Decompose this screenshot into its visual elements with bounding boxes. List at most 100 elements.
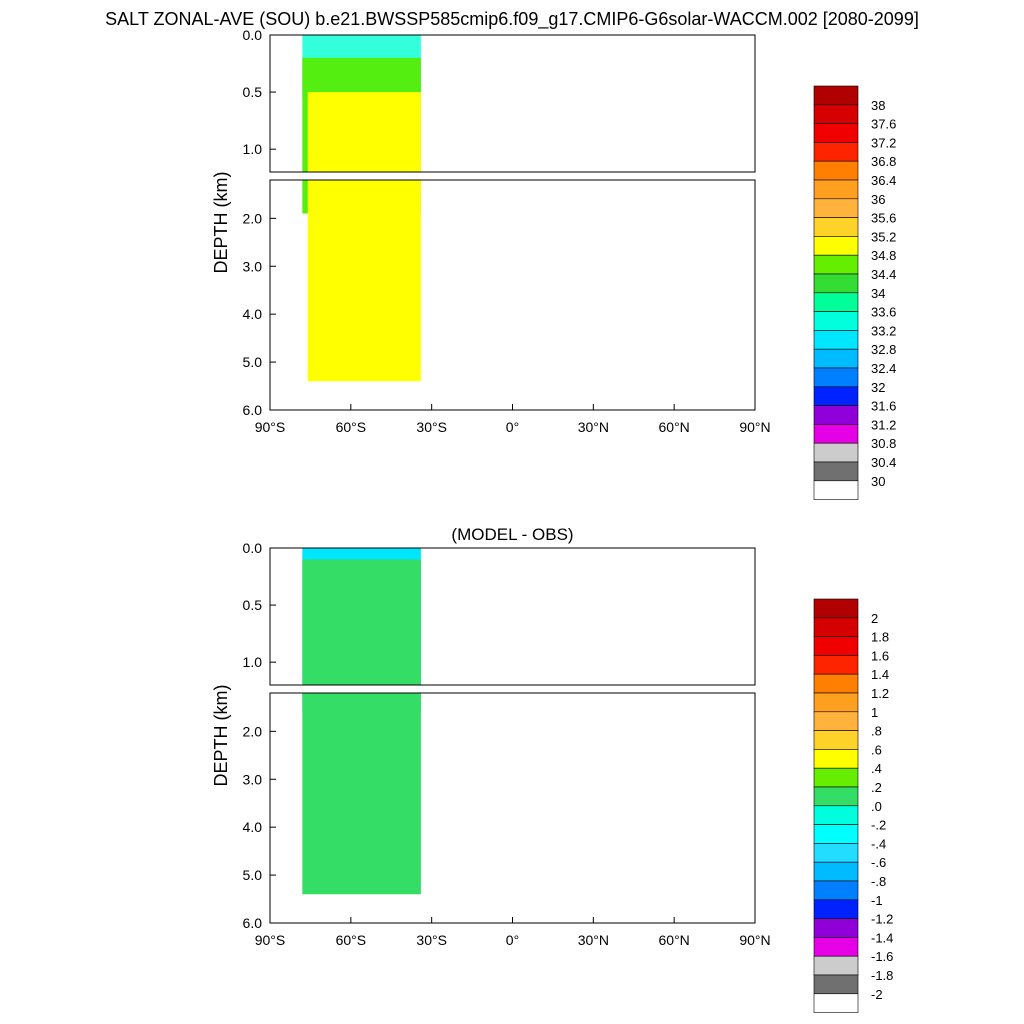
colorbar-swatch — [813, 955, 859, 976]
upper-axes-frame — [269, 547, 756, 686]
colorbar-swatch — [813, 636, 859, 656]
colorbar-swatch — [813, 655, 859, 675]
colorbar-label: -1.6 — [871, 949, 893, 964]
colorbar-label: 30.8 — [871, 436, 896, 451]
x-tick-label: 60°S — [336, 932, 367, 948]
colorbar-swatch — [813, 142, 859, 162]
colorbar-swatch — [813, 273, 859, 294]
x-tick-label: 0° — [506, 419, 519, 435]
colorbar-label: .8 — [871, 724, 882, 739]
y-tick-label: 6.0 — [243, 402, 263, 418]
y-tick-label: 6.0 — [243, 915, 263, 931]
colorbar-swatch — [813, 292, 859, 312]
y-tick-label: 4.0 — [243, 306, 263, 322]
model-minus-obs-panel: (MODEL - OBS)0.00.51.02.03.04.05.06.090°… — [211, 525, 893, 1013]
colorbar-swatch — [813, 217, 859, 237]
colorbar-label: -.2 — [871, 818, 886, 833]
colorbar-label: 34 — [871, 286, 885, 301]
colorbar-swatch — [813, 405, 859, 425]
colorbar-label: 36.8 — [871, 154, 896, 169]
region-deep-34.8-35.2 — [307, 180, 421, 382]
colorbar-swatch — [813, 85, 859, 106]
y-axis-label: DEPTH (km) — [211, 172, 231, 274]
colorbar-swatch — [813, 160, 859, 181]
colorbar-swatch — [813, 348, 859, 369]
colorbar-swatch — [813, 386, 859, 406]
colorbar-label: 35.2 — [871, 229, 896, 244]
x-tick-label: 30°S — [416, 932, 447, 948]
colorbar-swatch — [813, 861, 859, 882]
colorbar-label: -.6 — [871, 855, 886, 870]
y-tick-label: 3.0 — [243, 771, 263, 787]
x-tick-label: 0° — [506, 932, 519, 948]
colorbar-swatch — [813, 899, 859, 919]
y-tick-label: 5.0 — [243, 867, 263, 883]
colorbar-swatch — [813, 974, 859, 995]
colorbar-label: -1 — [871, 893, 883, 908]
colorbar-swatch — [813, 730, 859, 750]
x-tick-label: 60°N — [659, 932, 690, 948]
colorbar-label: 1.4 — [871, 667, 889, 682]
colorbar-label: 31.6 — [871, 399, 896, 414]
colorbar-label: -.4 — [871, 836, 886, 851]
colorbar-label: 33.6 — [871, 305, 896, 320]
region-deep-near-zero-bias — [302, 559, 421, 685]
colorbar-label: 31.2 — [871, 417, 896, 432]
colorbar-label: 32.4 — [871, 361, 896, 376]
y-axis-label: DEPTH (km) — [211, 685, 231, 787]
colorbar-label: 38 — [871, 98, 885, 113]
colorbar-label: 30.4 — [871, 455, 896, 470]
y-tick-label: 1.0 — [243, 141, 263, 157]
x-tick-label: 30°N — [578, 419, 609, 435]
colorbar-label: -2 — [871, 987, 883, 1002]
colorbar-swatch — [813, 598, 859, 619]
colorbar-label: 1.6 — [871, 648, 889, 663]
colorbar-swatch — [813, 711, 859, 731]
x-tick-label: 90°S — [255, 419, 286, 435]
colorbar-swatch — [813, 198, 859, 218]
y-tick-label: 4.0 — [243, 819, 263, 835]
colorbar-label: 37.6 — [871, 117, 896, 132]
colorbar-swatch — [813, 254, 859, 275]
colorbar-label: -1.4 — [871, 930, 893, 945]
colorbar-label: 35.6 — [871, 211, 896, 226]
colorbar-label: .6 — [871, 742, 882, 757]
colorbar-swatch — [813, 786, 859, 807]
y-tick-label: 0.5 — [243, 84, 263, 100]
colorbar-swatch — [813, 993, 859, 1013]
y-tick-label: 0.0 — [243, 540, 263, 556]
colorbar-swatch — [813, 424, 859, 444]
colorbar-label: 1 — [871, 705, 878, 720]
colorbar-swatch — [813, 937, 859, 957]
region-deep-near-zero-bias — [302, 693, 421, 895]
colorbar-label: 1.2 — [871, 686, 889, 701]
x-tick-label: 90°S — [255, 932, 286, 948]
colorbar-swatch — [813, 749, 859, 769]
colorbar-label: 36.4 — [871, 173, 896, 188]
colorbar-label: .0 — [871, 799, 882, 814]
colorbar-label: 34.4 — [871, 267, 896, 282]
colorbar-label: 37.2 — [871, 135, 896, 150]
x-tick-label: 30°S — [416, 419, 447, 435]
colorbar-label: 30 — [871, 474, 885, 489]
y-tick-label: 1.0 — [243, 654, 263, 670]
x-tick-label: 60°N — [659, 419, 690, 435]
figure-title: SALT ZONAL-AVE (SOU) b.e21.BWSSP585cmip6… — [105, 9, 919, 30]
colorbar-label: 33.2 — [871, 323, 896, 338]
colorbar-label: .4 — [871, 761, 882, 776]
x-tick-label: 90°N — [739, 419, 770, 435]
colorbar-swatch — [813, 805, 859, 825]
y-tick-label: 0.5 — [243, 597, 263, 613]
colorbar-swatch — [813, 367, 859, 388]
y-tick-label: 2.0 — [243, 210, 263, 226]
colorbar-swatch — [813, 330, 859, 350]
region-deep-34.8-35.2 — [307, 92, 421, 172]
colorbar-swatch — [813, 480, 859, 500]
colorbar-swatch — [813, 692, 859, 713]
panel-subtitle: (MODEL - OBS) — [451, 525, 573, 544]
x-tick-label: 60°S — [336, 419, 367, 435]
colorbar-swatch — [813, 918, 859, 938]
salinity-panel: 0.0 0.5 1.0 2.0 3.0 4.0 5.0 6.090°S 60°S 30°S 0° 30… — [211, 27, 896, 500]
colorbar-swatch — [813, 843, 859, 863]
